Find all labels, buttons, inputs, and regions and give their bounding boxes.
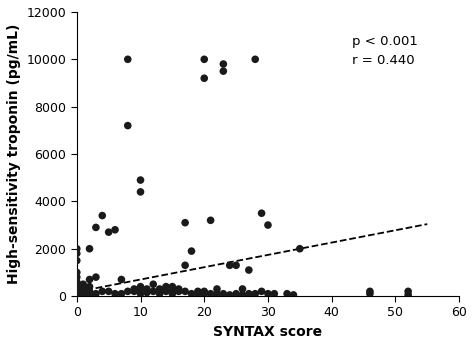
Point [169, 291, 176, 297]
Point [99, 289, 106, 294]
Point [290, 292, 297, 298]
Point [182, 289, 189, 294]
Point [169, 289, 176, 294]
Point [79, 292, 87, 298]
Point [182, 263, 189, 268]
Point [219, 291, 227, 297]
Point [105, 289, 112, 294]
Point [73, 270, 81, 275]
Point [73, 251, 81, 256]
Point [213, 286, 221, 292]
Point [86, 284, 93, 289]
Point [404, 292, 412, 298]
Point [118, 291, 125, 297]
Point [118, 277, 125, 282]
X-axis label: SYNTAX score: SYNTAX score [213, 325, 322, 339]
Point [251, 56, 259, 62]
Point [124, 56, 132, 62]
Point [79, 282, 87, 287]
Point [130, 286, 138, 292]
Point [86, 289, 93, 294]
Point [105, 229, 112, 235]
Point [219, 61, 227, 67]
Point [73, 274, 81, 280]
Point [207, 291, 214, 297]
Point [201, 75, 208, 81]
Point [137, 286, 144, 292]
Point [264, 222, 272, 228]
Point [92, 274, 100, 280]
Point [99, 213, 106, 218]
Text: p < 0.001
r = 0.440: p < 0.001 r = 0.440 [352, 35, 418, 67]
Point [271, 291, 278, 297]
Point [232, 263, 240, 268]
Point [130, 289, 138, 294]
Point [239, 292, 246, 298]
Point [137, 189, 144, 195]
Point [124, 289, 132, 294]
Point [201, 289, 208, 294]
Point [73, 290, 81, 295]
Point [86, 291, 93, 297]
Point [73, 292, 81, 298]
Point [137, 291, 144, 297]
Point [404, 289, 412, 294]
Point [213, 291, 221, 297]
Point [73, 279, 81, 285]
Point [194, 291, 201, 297]
Point [245, 267, 253, 273]
Point [124, 123, 132, 128]
Point [226, 263, 234, 268]
Point [111, 227, 119, 233]
Point [149, 282, 157, 287]
Point [143, 290, 151, 295]
Point [264, 291, 272, 297]
Point [156, 286, 164, 292]
Point [79, 290, 87, 295]
Point [137, 284, 144, 289]
Point [162, 289, 170, 294]
Point [201, 56, 208, 62]
Point [258, 289, 265, 294]
Point [92, 225, 100, 230]
Point [79, 286, 87, 292]
Point [207, 218, 214, 223]
Point [111, 291, 119, 297]
Point [143, 286, 151, 292]
Point [232, 291, 240, 297]
Point [162, 284, 170, 289]
Point [169, 284, 176, 289]
Point [258, 210, 265, 216]
Point [188, 248, 195, 254]
Point [86, 277, 93, 282]
Point [239, 286, 246, 292]
Y-axis label: High-sensitivity troponin (pg/mL): High-sensitivity troponin (pg/mL) [7, 24, 21, 284]
Point [73, 258, 81, 263]
Point [188, 291, 195, 297]
Point [175, 289, 182, 294]
Point [156, 291, 164, 297]
Point [296, 246, 304, 252]
Point [245, 291, 253, 297]
Point [219, 69, 227, 74]
Point [137, 177, 144, 183]
Point [73, 293, 81, 299]
Point [366, 291, 374, 297]
Point [92, 291, 100, 297]
Point [175, 286, 182, 292]
Point [73, 286, 81, 292]
Point [283, 291, 291, 297]
Point [73, 289, 81, 294]
Point [226, 292, 234, 298]
Point [73, 246, 81, 252]
Point [366, 289, 374, 294]
Point [149, 289, 157, 294]
Point [194, 289, 201, 294]
Point [251, 291, 259, 297]
Point [201, 291, 208, 297]
Point [182, 220, 189, 226]
Point [86, 246, 93, 252]
Point [73, 291, 81, 297]
Point [73, 284, 81, 289]
